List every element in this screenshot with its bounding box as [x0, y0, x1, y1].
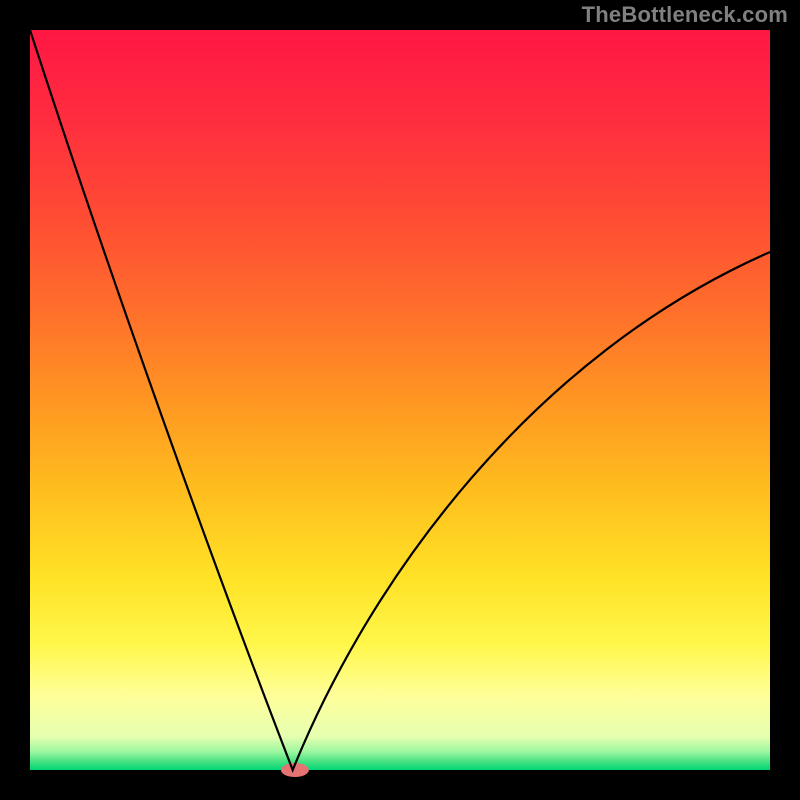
- chart-frame: TheBottleneck.com: [0, 0, 800, 800]
- bottleneck-chart: [0, 0, 800, 800]
- watermark-text: TheBottleneck.com: [582, 2, 788, 28]
- plot-background: [30, 30, 770, 770]
